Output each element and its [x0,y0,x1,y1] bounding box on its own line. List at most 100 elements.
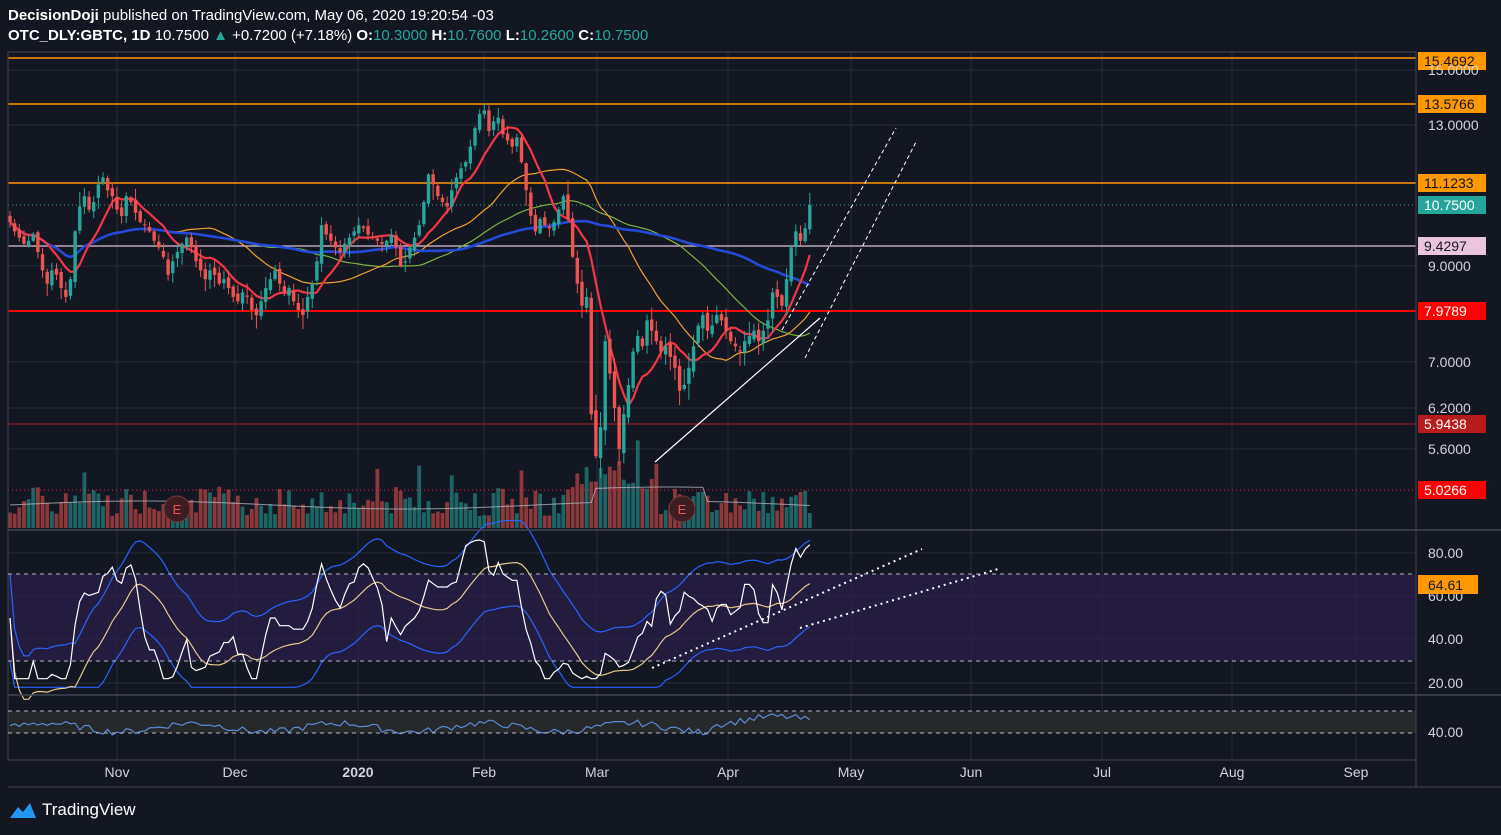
tradingview-logo[interactable]: TradingView [8,800,136,820]
volume-bar [505,504,510,528]
volume-bar [82,472,87,528]
volume-bar [435,511,440,528]
price-tick-label: 9.0000 [1428,258,1471,274]
volume-bar [91,490,96,528]
rsi-value-badge [1418,575,1478,594]
candle-body [784,279,789,307]
volume-bar [570,487,575,528]
candle-body [278,268,282,284]
volume-bar [394,487,398,528]
candle-body [561,196,566,210]
candle-body [687,367,691,384]
candle-body [147,226,152,232]
time-tick-label: Apr [717,764,739,780]
volume-bar [621,479,626,528]
volume-bar [189,499,194,528]
volume-bar [273,514,277,528]
horizontal-levels [8,57,1416,491]
candle-body [17,229,21,238]
candle-body [677,365,682,391]
volume-bar [263,513,268,528]
candle-body [412,237,417,251]
candle-body [794,231,798,246]
candle-body [436,185,440,197]
candle-body [203,269,207,280]
candle-body [264,288,268,302]
volume-bar [324,512,329,528]
candle-body [622,414,626,454]
oscillator-line [9,713,811,736]
volume-bar [203,489,208,528]
candle-body [366,226,370,235]
time-tick-label: May [838,764,864,780]
volume-bar [770,496,775,528]
up-arrow-icon: ▲ [213,27,228,44]
candle-body [557,209,561,224]
oscillator-lines [9,713,811,736]
volume-bar [31,487,36,528]
volume-ma-line [9,486,810,510]
candle-body [189,237,194,248]
candle-body [510,139,514,147]
price-tick-label: 6.2000 [1428,400,1471,416]
candle-body [756,329,761,342]
open-label: O: [356,27,374,44]
candle-body [315,261,319,281]
volume-bar [533,490,538,528]
volume-bar [105,495,110,528]
low-value: 10.2600 [519,27,575,44]
volume-bar [152,509,157,528]
moving-averages [9,126,811,408]
volume-bar [296,509,301,528]
rsi-tick-label: 40.00 [1428,631,1463,647]
candle-body [208,270,212,280]
price-tick-label: 13.0000 [1428,117,1479,133]
trendline-drawings[interactable] [651,127,999,669]
candle-body [217,272,221,284]
volume-bar [361,505,366,528]
candle-body [296,303,300,311]
candle-body [371,236,375,238]
volume-bar [524,497,529,528]
candle-body [543,217,547,226]
candle-body [566,194,570,219]
volume-bar [542,515,547,528]
level-badge [1418,302,1486,320]
volume-bar [463,503,468,528]
symbol-label[interactable]: OTC_DLY:GBTC, 1D [8,27,151,44]
volume-bar [649,478,654,528]
volume-bar [333,512,338,528]
volume-bar [319,492,324,528]
volume-bar [222,493,226,528]
chart-header: DecisionDoji published on TradingView.co… [8,6,648,46]
volume-bar [431,513,436,528]
time-tick-label: Sep [1344,764,1369,780]
volume-bar [728,512,733,528]
candle-body [129,198,133,203]
high-label: H: [431,27,448,44]
low-label: L: [505,27,520,44]
candle-body [766,320,770,329]
volume-bar [161,503,166,528]
author-name[interactable]: DecisionDoji [8,7,99,24]
volume-bar [59,501,64,528]
volume-bar [226,489,231,528]
earnings-marker-label: E [678,502,687,517]
candle-body [26,240,31,246]
candle-body [743,341,747,353]
candle-body [710,325,714,334]
tradingview-cloud-icon [10,803,36,818]
candle-body [403,261,407,263]
volume-bar [119,498,124,528]
candle-body [524,163,528,191]
level-badge [1418,415,1486,433]
candle-body [68,279,73,296]
close-label: C: [578,27,595,44]
candle-body [389,234,393,244]
candle-body [640,338,645,347]
rsi-band-fill [8,574,1416,661]
volume-bar [766,513,770,528]
volume-bar [240,506,245,528]
volume-bar [449,475,454,528]
